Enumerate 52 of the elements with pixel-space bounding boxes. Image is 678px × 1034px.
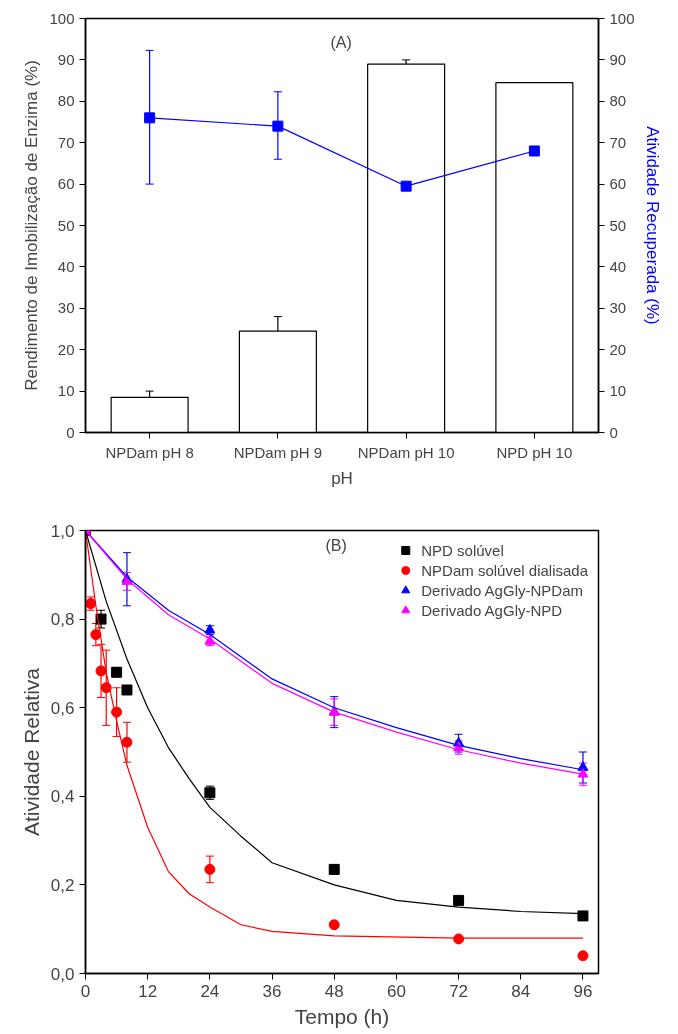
x-tick-label: 60 (386, 981, 406, 1001)
y-tick-label: 0,8 (50, 610, 75, 630)
y-tick-label: 100 (49, 9, 75, 27)
y-axis-title: Rendimento de Imobilização de Enzima (%) (22, 60, 42, 391)
x-axis-title: pH (331, 468, 353, 488)
x-axis-title: Tempo (h) (294, 1004, 390, 1028)
x-tick-label: 72 (449, 981, 469, 1001)
y-tick-label: 0,4 (50, 787, 75, 807)
x-tick-label: NPDam pH 9 (233, 443, 323, 461)
legend-label: Derivado AgGly-NPD (421, 601, 563, 619)
x-tick-label: 48 (324, 981, 344, 1001)
y-tick-label: 50 (57, 216, 75, 234)
y2-tick-label: 100 (609, 9, 635, 27)
x-tick-label: 96 (573, 981, 593, 1001)
x-tick-label: NPD pH 10 (496, 443, 573, 461)
x-tick-label: 36 (262, 981, 282, 1001)
y2-tick-label: 10 (609, 382, 627, 400)
x-tick-label: 0 (80, 981, 91, 1001)
y2-tick-label: 40 (609, 257, 627, 275)
y2-tick-label: 80 (609, 92, 627, 110)
legend-label: NPDam solúvel dialisada (421, 561, 588, 579)
legend-label: Derivado AgGly-NPDam (421, 581, 583, 599)
x-tick-label: NPDam pH 8 (105, 443, 194, 461)
y-tick-label: 10 (57, 382, 75, 400)
y-tick-label: 70 (57, 133, 75, 151)
legend-label: NPD solúvel (421, 541, 504, 559)
y-tick-label: 1,0 (50, 521, 75, 541)
x-tick-label: 24 (200, 981, 220, 1001)
y-tick-label: 90 (57, 50, 75, 68)
y-tick-label: 0,2 (50, 875, 75, 895)
annotation: (A) (330, 33, 352, 51)
y-tick-label: 0,6 (50, 698, 75, 718)
y-tick-label: 30 (57, 299, 75, 317)
annotation: (B) (325, 536, 347, 554)
y-axis-title: Atividade Relativa (19, 667, 43, 837)
y2-tick-label: 30 (609, 299, 627, 317)
y-tick-label: 0,0 (50, 964, 75, 984)
x-tick-label: 84 (511, 981, 531, 1001)
y2-tick-label: 60 (609, 175, 627, 193)
y-tick-label: 60 (57, 175, 75, 193)
x-tick-label: 12 (138, 981, 158, 1001)
y-tick-label: 80 (57, 92, 75, 110)
y2-tick-label: 0 (609, 423, 618, 441)
y2-tick-label: 70 (609, 133, 627, 151)
y2-axis-title: Atividade Recuperada (%) (642, 126, 662, 325)
y2-tick-label: 90 (609, 50, 627, 68)
x-tick-label: NPDam pH 10 (357, 443, 455, 461)
y2-tick-label: 20 (609, 340, 627, 358)
y-tick-label: 40 (57, 257, 75, 275)
y-tick-label: 20 (57, 340, 75, 358)
y-tick-label: 0 (66, 423, 75, 441)
y2-tick-label: 50 (609, 216, 627, 234)
